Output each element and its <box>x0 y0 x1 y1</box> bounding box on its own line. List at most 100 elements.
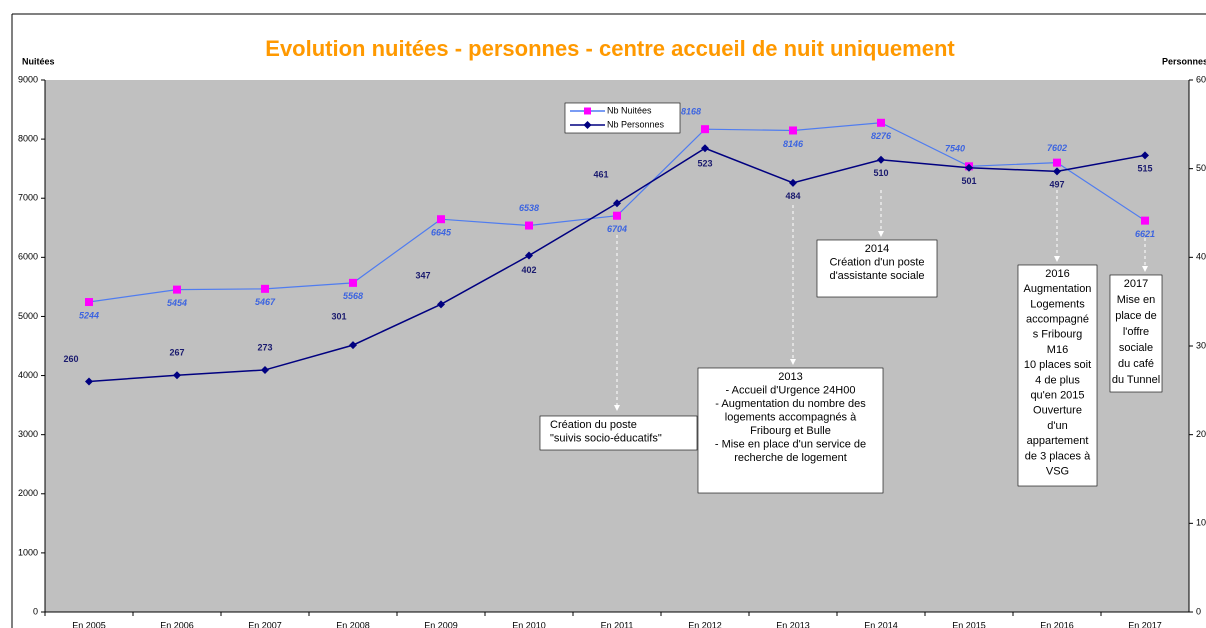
data-point <box>877 118 885 127</box>
data-label: 461 <box>593 170 608 180</box>
data-label: 497 <box>1049 180 1064 190</box>
data-point <box>965 163 973 172</box>
data-label: 523 <box>697 159 712 169</box>
data-point <box>173 285 181 294</box>
data-point <box>261 284 269 293</box>
legend: Nb Nuitées Nb Personnes <box>564 102 681 134</box>
data-point <box>1053 167 1061 176</box>
annotation-text: s Fribourg <box>1033 329 1083 341</box>
data-point <box>701 125 709 134</box>
y-tick-label: 6000 <box>18 252 38 262</box>
data-point <box>613 211 621 220</box>
annotation-text: - Mise en place d'un service de <box>715 438 866 450</box>
annotation-text: accompagné <box>1026 314 1089 326</box>
data-point <box>1141 216 1149 225</box>
annotation-text: de 3 places à <box>1025 450 1091 462</box>
y2-tick-label: 500 <box>1196 163 1206 173</box>
data-label: 267 <box>169 348 184 358</box>
x-tick-label: En 2013 <box>776 620 810 628</box>
y-tick-label: 7000 <box>18 193 38 203</box>
data-label: 5244 <box>79 310 99 320</box>
legend-marker <box>583 121 592 129</box>
y2-tick-label: 600 <box>1196 74 1206 84</box>
data-point <box>349 278 357 287</box>
y-tick-label: 3000 <box>18 429 38 439</box>
annotation-text: 10 places soit <box>1024 359 1091 371</box>
data-label: 7540 <box>945 144 965 154</box>
annotation-box <box>816 239 938 298</box>
data-label: 6645 <box>431 228 452 238</box>
data-label: 402 <box>521 265 536 275</box>
x-tick-label: En 2011 <box>601 620 634 628</box>
annotation-text: place de <box>1115 310 1157 322</box>
data-label: 5467 <box>255 297 276 307</box>
annotation-text: Ouverture <box>1033 405 1082 417</box>
data-point <box>349 341 357 350</box>
x-tick-label: En 2006 <box>160 620 194 628</box>
data-point <box>437 215 445 224</box>
x-tick-label: En 2010 <box>512 620 546 628</box>
chart-title: Evolution nuitées - personnes - centre a… <box>265 36 955 61</box>
annotation-text: l'offre <box>1123 326 1149 338</box>
y2-tick-label: 200 <box>1196 429 1206 439</box>
data-point <box>85 377 93 386</box>
annotation-text: M16 <box>1047 344 1068 356</box>
annotation-text: sociale <box>1119 342 1153 354</box>
annotation-text: 4 de plus <box>1035 374 1080 386</box>
data-label: 5454 <box>167 298 187 308</box>
data-point <box>437 300 445 309</box>
data-label: 501 <box>961 176 976 186</box>
annotation-text: appartement <box>1027 435 1089 447</box>
data-label: 8168 <box>681 107 701 117</box>
data-point <box>525 251 533 260</box>
annotation-text: 2014 <box>865 243 889 255</box>
x-tick-label: En 2016 <box>1040 620 1074 628</box>
annotation-text: qu'en 2015 <box>1030 390 1084 402</box>
data-label: 5568 <box>343 291 363 301</box>
annotation-text: Logements <box>1030 298 1085 310</box>
y-tick-label: 1000 <box>18 547 38 557</box>
y-tick-label: 9000 <box>18 74 38 84</box>
data-label: 260 <box>63 354 78 364</box>
y-axis-label: Nuitées <box>22 56 55 66</box>
legend-label: Nb Nuitées <box>607 105 652 115</box>
annotation-text: Augmentation <box>1024 283 1092 295</box>
data-point <box>613 199 621 208</box>
data-label: 6538 <box>519 203 539 213</box>
data-point <box>173 371 181 380</box>
annotation-text: 2016 <box>1045 268 1069 280</box>
data-point <box>85 298 93 307</box>
annotation-text: "suivis socio-éducatifs" <box>550 432 662 444</box>
annotation-text: Création d'un poste <box>829 256 924 268</box>
x-tick-label: En 2014 <box>864 620 898 628</box>
data-point <box>525 221 533 230</box>
annotation-text: VSG <box>1046 466 1069 478</box>
y-tick-label: 2000 <box>18 488 38 498</box>
annotation-text: d'un <box>1047 420 1067 432</box>
data-label: 273 <box>257 342 272 352</box>
data-label: 6621 <box>1135 229 1155 239</box>
data-label: 347 <box>415 271 430 281</box>
x-tick-label: En 2015 <box>952 620 986 628</box>
y2-tick-label: 400 <box>1196 252 1206 262</box>
data-point <box>877 155 885 164</box>
data-label: 301 <box>331 311 346 321</box>
annotation-text: recherche de logement <box>734 452 847 464</box>
data-label: 7602 <box>1047 143 1067 153</box>
y2-axis-label: Personnes <box>1162 56 1206 66</box>
x-tick-label: En 2017 <box>1128 620 1162 628</box>
data-point <box>1053 158 1061 167</box>
annotation-text: Mise en <box>1117 294 1156 306</box>
y2-tick-label: 0 <box>1196 606 1201 616</box>
data-point <box>1141 151 1149 160</box>
annotation-box <box>697 367 884 494</box>
annotation-text: du Tunnel <box>1112 374 1160 386</box>
annotation-text: logements accompagnés à <box>725 411 857 423</box>
data-label: 6704 <box>607 224 627 234</box>
annotation-text: 2013 <box>778 371 802 383</box>
data-point <box>789 178 797 187</box>
data-point <box>261 365 269 374</box>
annotation-text: Création du poste <box>550 419 637 431</box>
data-label: 515 <box>1137 164 1152 174</box>
annotation-text: d'assistante sociale <box>829 270 924 282</box>
